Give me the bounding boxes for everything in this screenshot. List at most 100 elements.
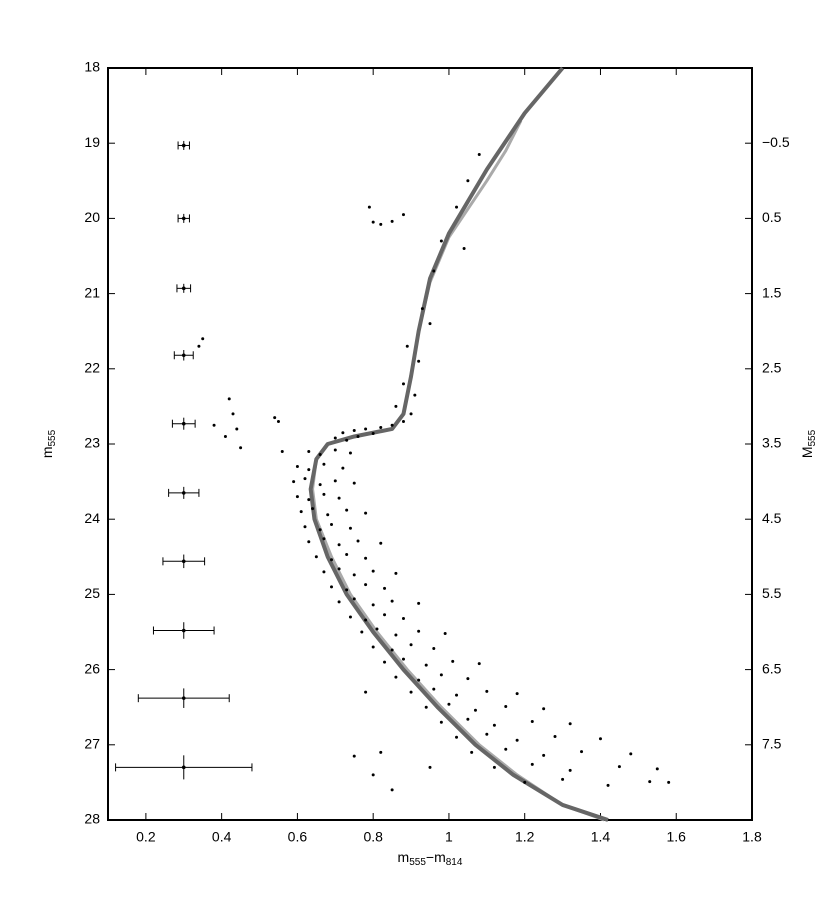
error-point bbox=[181, 696, 186, 700]
star-point bbox=[390, 788, 394, 792]
star-point bbox=[417, 678, 421, 682]
star-point bbox=[424, 663, 428, 667]
star-point bbox=[364, 427, 368, 431]
star-point bbox=[371, 773, 375, 777]
star-point bbox=[371, 569, 375, 573]
star-point bbox=[201, 337, 205, 341]
star-point bbox=[314, 555, 318, 559]
y2-tick-label: 2.5 bbox=[762, 360, 782, 376]
y-axis-label: m555 bbox=[39, 429, 58, 458]
y-tick-label: 23 bbox=[84, 435, 100, 451]
star-point bbox=[417, 359, 421, 363]
y-tick-label: 24 bbox=[84, 510, 100, 526]
star-point bbox=[345, 588, 349, 592]
star-point bbox=[390, 219, 394, 223]
y-tick-label: 19 bbox=[84, 134, 100, 150]
star-point bbox=[322, 570, 326, 574]
star-point bbox=[318, 453, 322, 457]
star-point bbox=[394, 404, 398, 408]
star-point bbox=[295, 495, 299, 499]
star-point bbox=[606, 783, 610, 787]
star-point bbox=[504, 704, 508, 708]
star-point bbox=[352, 573, 356, 577]
y-tick-label: 20 bbox=[84, 209, 100, 225]
star-point bbox=[390, 648, 394, 652]
x-tick-label: 1.4 bbox=[591, 829, 611, 845]
star-point bbox=[303, 477, 307, 481]
star-point bbox=[352, 754, 356, 758]
star-point bbox=[345, 438, 349, 442]
star-point bbox=[322, 492, 326, 496]
star-point bbox=[409, 690, 413, 694]
star-point bbox=[212, 423, 216, 427]
star-point bbox=[390, 423, 394, 427]
star-point bbox=[379, 541, 383, 545]
star-point bbox=[432, 647, 436, 651]
star-point bbox=[367, 205, 371, 209]
star-point bbox=[394, 571, 398, 575]
star-point bbox=[379, 750, 383, 754]
star-point bbox=[379, 222, 383, 226]
star-point bbox=[515, 692, 519, 696]
star-point bbox=[485, 732, 489, 736]
label-subscript: 814 bbox=[446, 857, 463, 868]
star-point bbox=[443, 632, 447, 636]
star-point bbox=[341, 466, 345, 470]
star-point bbox=[364, 583, 368, 587]
star-point bbox=[330, 522, 334, 526]
star-point bbox=[439, 239, 443, 243]
star-point bbox=[530, 719, 534, 723]
label-subscript: 555 bbox=[409, 857, 426, 868]
star-point bbox=[348, 526, 352, 530]
star-point bbox=[417, 629, 421, 633]
star-point bbox=[568, 768, 572, 772]
label-text: m bbox=[398, 849, 410, 865]
star-point bbox=[364, 618, 368, 622]
star-point bbox=[428, 765, 432, 769]
y-tick-label: 27 bbox=[84, 736, 100, 752]
star-point bbox=[617, 765, 621, 769]
error-point bbox=[181, 628, 186, 633]
y2-tick-label: 4.5 bbox=[762, 510, 782, 526]
star-point bbox=[337, 543, 341, 547]
star-point bbox=[401, 657, 405, 661]
star-point bbox=[466, 717, 470, 721]
star-point bbox=[292, 480, 296, 484]
y-tick-label: 25 bbox=[84, 585, 100, 601]
star-point bbox=[348, 451, 352, 455]
star-point bbox=[485, 689, 489, 693]
y2-axis-label: M555 bbox=[799, 429, 818, 458]
star-point bbox=[580, 750, 584, 754]
star-point bbox=[432, 269, 436, 273]
x-tick-label: 1.8 bbox=[742, 829, 762, 845]
star-point bbox=[341, 431, 345, 435]
star-point bbox=[542, 707, 546, 711]
star-point bbox=[409, 643, 413, 647]
x-tick-label: 0.6 bbox=[288, 829, 308, 845]
error-point bbox=[181, 286, 186, 291]
error-point bbox=[181, 491, 186, 495]
star-point bbox=[337, 496, 341, 500]
star-point bbox=[409, 412, 413, 416]
star-point bbox=[231, 412, 235, 416]
star-point bbox=[394, 675, 398, 679]
star-point bbox=[333, 448, 337, 452]
star-point bbox=[273, 416, 277, 420]
x-tick-label: 0.2 bbox=[136, 829, 156, 845]
star-point bbox=[371, 220, 375, 224]
star-point bbox=[504, 747, 508, 751]
star-point bbox=[330, 585, 334, 589]
star-point bbox=[371, 431, 375, 435]
star-point bbox=[401, 213, 405, 217]
star-point bbox=[655, 767, 659, 771]
star-point bbox=[303, 525, 307, 529]
star-point bbox=[364, 690, 368, 694]
x-tick-label: 1 bbox=[445, 829, 453, 845]
isochrone-line bbox=[311, 119, 605, 822]
star-point bbox=[318, 528, 322, 532]
star-point bbox=[371, 603, 375, 607]
star-point bbox=[371, 645, 375, 649]
star-point bbox=[227, 397, 231, 401]
y-tick-label: 22 bbox=[84, 360, 100, 376]
